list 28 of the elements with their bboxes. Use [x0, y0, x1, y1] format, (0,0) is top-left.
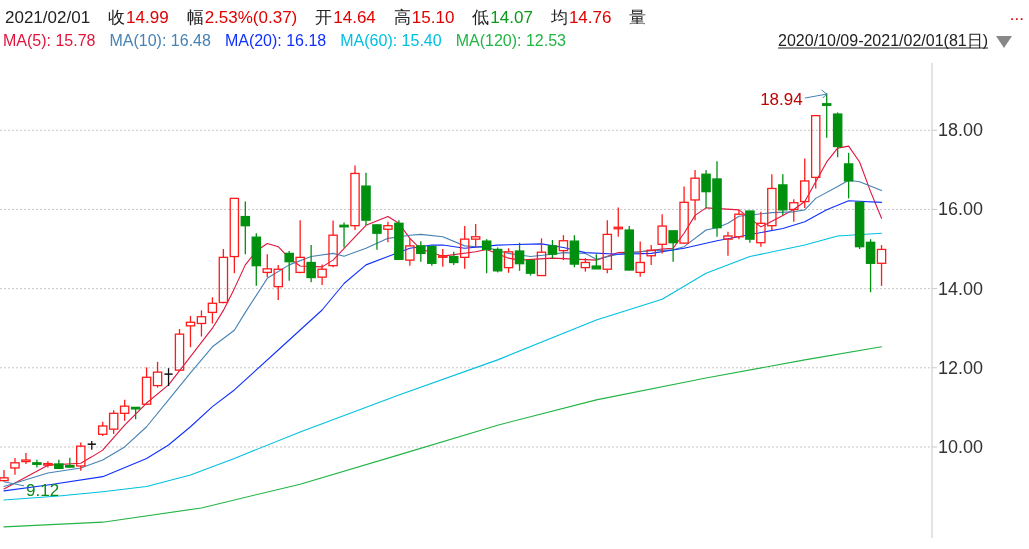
annotation: 9.12 — [26, 480, 60, 500]
text: MA(60): 15.40 — [340, 32, 442, 49]
text: 低 — [472, 8, 490, 27]
text: 14.07 — [490, 8, 533, 27]
text: MA(120): 12.53 — [455, 32, 567, 49]
text: ... — [1009, 5, 1024, 24]
text: 14.64 — [333, 8, 376, 27]
text: 均 — [549, 8, 568, 27]
text: 15.10 — [411, 8, 455, 27]
text: 幅 — [186, 8, 204, 27]
text: 2021/02/01 — [5, 8, 91, 27]
text: MA(5): 15.78 — [3, 32, 96, 49]
y-tick-label: 10.00 — [938, 436, 984, 457]
y-tick-label: 14.00 — [938, 278, 984, 299]
text: 高 — [393, 8, 411, 27]
text: 2.53%(0.37) — [204, 8, 298, 27]
text: 开 — [315, 8, 333, 27]
text: MA(10): 16.48 — [109, 32, 211, 49]
text: 收 — [108, 8, 126, 27]
y-tick-label: 12.00 — [938, 357, 984, 378]
text: MA(20): 16.18 — [224, 32, 327, 49]
y-tick-label: 18.00 — [938, 120, 984, 141]
text: 14.99 — [126, 8, 169, 27]
y-tick-label: 16.00 — [938, 199, 984, 220]
annotation: 18.94 — [760, 90, 803, 110]
text: 2020/10/09-2021/02/01(81日) — [778, 32, 988, 49]
text: 14.76 — [568, 8, 612, 27]
text: 量 — [629, 8, 647, 27]
